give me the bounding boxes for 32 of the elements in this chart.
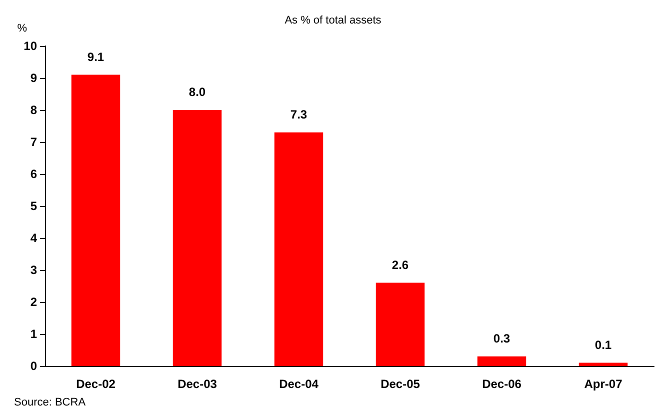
- y-tick-label: 10: [24, 39, 38, 53]
- data-label: 2.6: [392, 258, 409, 272]
- data-label: 9.1: [87, 50, 104, 64]
- chart-title: As % of total assets: [284, 14, 382, 26]
- y-tick-label: 7: [30, 135, 38, 149]
- x-tick-label: Dec-06: [482, 377, 522, 391]
- bar: [172, 110, 222, 366]
- x-tick-label: Dec-02: [76, 377, 116, 391]
- x-tick-label: Apr-07: [584, 377, 623, 391]
- source-note: Source: BCRA: [14, 396, 86, 408]
- y-tick-label: 8: [30, 103, 38, 117]
- bar: [578, 362, 628, 366]
- y-tick-label: 3: [30, 263, 38, 277]
- data-label: 0.1: [594, 338, 612, 352]
- bar: [71, 74, 120, 366]
- bar: [376, 282, 425, 366]
- y-tick-label: 4: [30, 231, 38, 245]
- x-tick-label: Dec-05: [380, 377, 420, 391]
- y-tick-label: 6: [30, 167, 38, 181]
- y-tick-label: 9: [30, 71, 38, 85]
- y-tick-label: 5: [30, 199, 38, 213]
- y-axis-title: %: [17, 22, 28, 34]
- bar: [477, 356, 526, 366]
- y-tick-label: 2: [30, 295, 38, 309]
- y-tick-label: 0: [30, 359, 38, 373]
- data-label: 0.3: [493, 331, 510, 346]
- y-tick-label: 1: [30, 327, 38, 341]
- x-tick-label: Dec-03: [178, 377, 218, 391]
- data-label: 7.3: [290, 107, 308, 122]
- data-label: 8.0: [188, 85, 206, 99]
- x-tick-label: Dec-04: [279, 377, 319, 391]
- bar: [274, 132, 324, 366]
